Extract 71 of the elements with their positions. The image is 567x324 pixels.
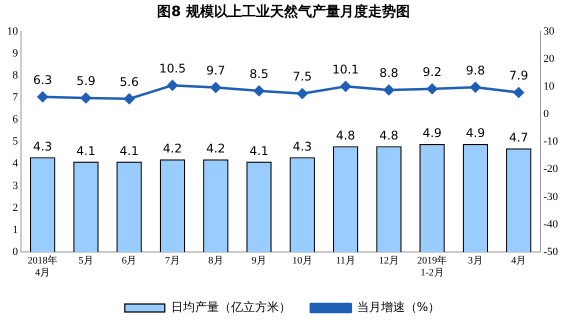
- data-label: 4.9: [422, 126, 442, 140]
- y-tick-label: 3: [12, 180, 18, 192]
- x-tick-label: 7月: [164, 256, 180, 267]
- point: [254, 86, 264, 96]
- x-tick-label: 8月: [208, 256, 224, 267]
- data-label: 5.6: [120, 74, 139, 89]
- y2-tick-label: 30: [543, 25, 555, 38]
- y-tick-label: 7: [12, 92, 18, 104]
- point: [80, 92, 92, 104]
- chart-title: 图8 规模以上工业天然气产量月度走势图: [156, 2, 411, 22]
- x-tick-label: 9月: [252, 256, 267, 267]
- data-label: 4.1: [120, 144, 139, 158]
- data-label: 4.2: [206, 142, 226, 156]
- point: [37, 92, 48, 102]
- y2-tick-label: -50: [543, 246, 558, 258]
- y-tick-label: 0: [12, 246, 18, 258]
- y2-tick-label: -40: [543, 218, 558, 230]
- point: [124, 94, 134, 104]
- y-tick-label: 4: [12, 158, 18, 170]
- point: [210, 82, 221, 93]
- point: [470, 82, 481, 92]
- data-label: 6.3: [33, 73, 52, 88]
- data-label: 7.9: [509, 68, 528, 83]
- data-label: 4.7: [509, 130, 528, 145]
- x-tick-label: 12月: [378, 256, 399, 267]
- data-label: 8.8: [379, 66, 398, 80]
- y-tick-label: 2: [12, 202, 18, 214]
- data-label: 9.2: [422, 65, 442, 80]
- legend-label: 日均产量（亿立方米）: [170, 300, 291, 314]
- data-label: 9.8: [466, 63, 485, 78]
- data-label: 4.3: [33, 139, 52, 154]
- y-tick-label: 9: [12, 48, 18, 60]
- y2-tick-label: -30: [543, 190, 558, 203]
- y-tick-label: 1: [12, 224, 18, 236]
- point: [513, 87, 524, 98]
- x-tick-label: 5月: [78, 256, 94, 267]
- x-tick-label: 3月: [468, 256, 483, 267]
- point: [167, 80, 178, 91]
- x-tick-label: 2018年4月: [28, 254, 58, 279]
- data-label: 8.5: [249, 66, 269, 81]
- y2-tick-label: 20: [543, 53, 555, 66]
- y2-tick-label: -10: [543, 136, 558, 148]
- y2-tick-label: -20: [543, 163, 558, 176]
- y-tick-label: 5: [12, 136, 18, 148]
- x-tick-label: 10月: [292, 256, 312, 267]
- x-tick-label: 4月: [511, 256, 526, 267]
- y-tick-label: 8: [12, 70, 18, 82]
- y2-tick-label: 0: [543, 108, 550, 120]
- x-tick-label: 6月: [122, 256, 137, 267]
- data-label: 4.9: [466, 126, 485, 140]
- point: [426, 84, 438, 94]
- data-label: 9.7: [206, 64, 226, 78]
- data-label: 10.5: [159, 61, 186, 76]
- data-label: 4.8: [336, 128, 356, 142]
- point: [384, 84, 394, 96]
- data-label: 4.3: [292, 139, 312, 154]
- y-tick-label: 6: [12, 114, 18, 126]
- data-label: 10.1: [332, 62, 359, 77]
- y2-tick-label: 10: [543, 80, 555, 93]
- data-label: 5.9: [76, 74, 96, 88]
- data-label: 4.2: [162, 142, 182, 156]
- data-label: 7.5: [292, 70, 312, 84]
- point: [297, 88, 308, 99]
- y-tick-label: 10: [7, 25, 18, 38]
- data-label: 4.1: [76, 144, 96, 158]
- data-label: 4.8: [379, 128, 398, 142]
- legend-label: 当月增速（%）: [356, 300, 440, 314]
- x-tick-label: 2019年1-2月: [417, 254, 448, 279]
- data-label: 4.1: [249, 144, 269, 158]
- point: [340, 81, 351, 92]
- x-tick-label: 11月: [336, 256, 356, 267]
